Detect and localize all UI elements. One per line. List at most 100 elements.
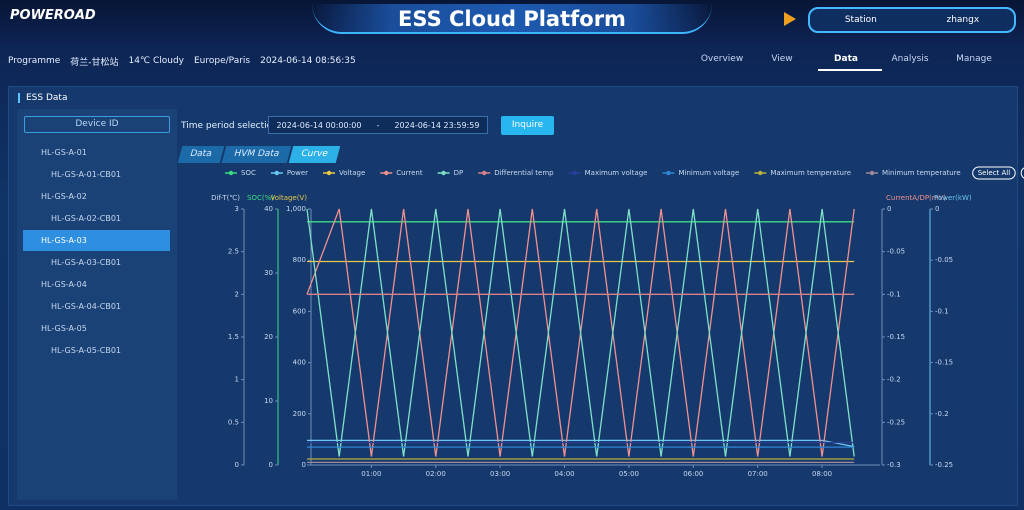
timezone: Europe/Paris	[194, 56, 251, 66]
legend-dot[interactable]	[384, 170, 389, 176]
datetime: 2024-06-14 08:56:35	[260, 56, 356, 66]
legend-dot[interactable]	[326, 170, 332, 176]
tick-label: 0	[935, 205, 939, 213]
x-tick-label: 08:00	[812, 470, 832, 478]
nav-item[interactable]: Manage	[956, 54, 992, 64]
legend-label[interactable]: Maximum voltage	[585, 169, 648, 177]
axis-title: Dif-T(℃)	[211, 194, 240, 202]
tree-node[interactable]: HL-GS-A-03	[23, 230, 170, 251]
tick-label: 1	[235, 376, 239, 384]
nav-item[interactable]: Overview	[700, 54, 744, 64]
tick-label: -0.15	[887, 333, 905, 341]
tree-node[interactable]: HL-GS-A-05	[41, 324, 87, 333]
search-input[interactable]: Device ID	[24, 116, 170, 133]
panel-title: ESS Data	[18, 93, 67, 103]
legend-dot[interactable]	[572, 170, 577, 176]
legend-button[interactable]	[972, 166, 1016, 180]
tick-label: -0.25	[887, 418, 905, 426]
legend-button[interactable]	[1020, 167, 1024, 179]
legend-dot[interactable]	[441, 170, 446, 176]
tick-label: -0.2	[887, 376, 901, 384]
tree-node[interactable]: HL-GS-A-01	[41, 148, 87, 157]
query-label: Time period selection	[181, 121, 278, 131]
tick-label: 0	[235, 461, 239, 469]
legend-dot[interactable]	[228, 170, 234, 176]
station-button[interactable]: Station	[844, 15, 877, 25]
x-tick-label: 07:00	[748, 470, 768, 478]
tick-label: 0	[887, 205, 891, 213]
legend-label[interactable]: Minimum voltage	[678, 169, 739, 177]
nav-item[interactable]: View	[771, 54, 793, 64]
x-tick-label: 06:00	[683, 470, 703, 478]
tick-label: 400	[293, 359, 306, 367]
legend-label[interactable]: Current	[396, 169, 423, 177]
tree-leaf[interactable]: HL-GS-A-01-CB01	[51, 170, 122, 179]
tick-label: 0.5	[228, 418, 239, 426]
weather: 14℃ Cloudy	[128, 56, 184, 66]
end-date[interactable]: 2024-06-14 23:59:59	[394, 120, 480, 130]
axis-title: SOC(%)	[247, 194, 274, 202]
user-button[interactable]: zhangx	[946, 15, 980, 25]
tick-label: -0.05	[887, 248, 905, 256]
programme[interactable]: Programme	[8, 56, 61, 66]
tick-label: 800	[293, 256, 306, 264]
tree-node[interactable]: HL-GS-A-04	[41, 280, 87, 289]
tick-label: 200	[293, 410, 306, 418]
legend-dot[interactable]	[482, 170, 487, 176]
legend-button-label[interactable]: Select All	[978, 169, 1011, 177]
legend-dot[interactable]	[758, 170, 763, 176]
tree-node[interactable]: HL-GS-A-02	[41, 192, 87, 201]
legend-dot[interactable]	[274, 170, 280, 176]
tick-label: -0.2	[935, 410, 949, 418]
inquire-button[interactable]: Inquire	[501, 116, 554, 135]
account-box: Station zhangx	[808, 7, 1016, 33]
logo: POWEROAD	[10, 8, 96, 23]
arrow-icon	[784, 12, 796, 26]
legend-dot[interactable]	[666, 170, 671, 176]
series-line	[306, 208, 855, 457]
tick-label: 600	[293, 307, 306, 315]
legend-label[interactable]: SOC	[241, 169, 256, 177]
app-title: ESS Cloud Platform	[312, 4, 712, 34]
tick-label: -0.3	[887, 461, 901, 469]
tick-label: 1.5	[228, 333, 239, 341]
nav: Overview View Data Analysis Manage	[690, 54, 1010, 71]
x-tick-label: 04:00	[554, 470, 574, 478]
axis-title: Voltage(V)	[270, 194, 307, 202]
tick-label: 40	[264, 205, 273, 213]
tick-label: 3	[235, 205, 239, 213]
tick-label: -0.1	[887, 290, 901, 298]
start-date[interactable]: 2024-06-14 00:00:00	[276, 120, 362, 130]
legend-label[interactable]: Voltage	[339, 169, 365, 177]
tick-label: 2	[235, 290, 239, 298]
series-line	[307, 439, 855, 448]
legend-label[interactable]: Minimum temperature	[882, 169, 961, 177]
tick-label: 10	[264, 397, 273, 405]
tick-label: 0	[269, 461, 273, 469]
tree-leaf[interactable]: HL-GS-A-05-CB01	[51, 346, 122, 355]
tick-label: -0.1	[935, 307, 949, 315]
tree-leaf[interactable]: HL-GS-A-03-CB01	[51, 258, 122, 267]
legend-label[interactable]: Differential temp	[494, 169, 554, 177]
nav-item[interactable]: Data	[818, 54, 882, 71]
tree-leaf[interactable]: HL-GS-A-02-CB01	[51, 214, 122, 223]
x-tick-label: 05:00	[619, 470, 639, 478]
axis-title: CurrentA/DP(mV)	[886, 194, 946, 202]
site: 荷兰-甘松站	[70, 57, 119, 68]
tick-label: 20	[264, 333, 273, 341]
info-bar: Programme 荷兰-甘松站 14℃ Cloudy Europe/Paris…	[8, 54, 356, 68]
legend-dot[interactable]	[869, 170, 875, 176]
legend-label[interactable]: Maximum temperature	[770, 169, 851, 177]
legend-label[interactable]: DP	[454, 169, 464, 177]
tick-label: -0.25	[935, 461, 953, 469]
legend-label[interactable]: Power	[287, 169, 308, 177]
tree-leaf[interactable]: HL-GS-A-04-CB01	[51, 302, 122, 311]
tick-label: -0.15	[935, 359, 953, 367]
date-range[interactable]: 2024-06-14 00:00:00 - 2024-06-14 23:59:5…	[268, 116, 488, 134]
tick-label: 30	[264, 269, 273, 277]
tick-label: 0	[302, 461, 306, 469]
x-tick-label: 03:00	[490, 470, 510, 478]
tick-label: 2.5	[228, 248, 239, 256]
nav-item[interactable]: Analysis	[891, 54, 929, 64]
